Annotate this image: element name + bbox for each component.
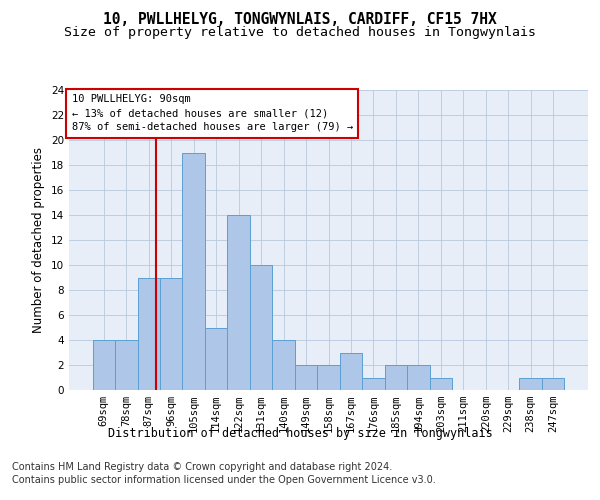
Text: Distribution of detached houses by size in Tongwynlais: Distribution of detached houses by size … — [107, 428, 493, 440]
Text: Contains HM Land Registry data © Crown copyright and database right 2024.: Contains HM Land Registry data © Crown c… — [12, 462, 392, 472]
Text: Size of property relative to detached houses in Tongwynlais: Size of property relative to detached ho… — [64, 26, 536, 39]
Bar — [205, 328, 227, 390]
Bar — [317, 365, 340, 390]
Bar — [272, 340, 295, 390]
Bar — [385, 365, 407, 390]
Y-axis label: Number of detached properties: Number of detached properties — [32, 147, 46, 333]
Bar — [182, 152, 205, 390]
Bar — [340, 352, 362, 390]
Bar — [407, 365, 430, 390]
Bar — [295, 365, 317, 390]
Bar — [430, 378, 452, 390]
Bar — [115, 340, 137, 390]
Bar — [227, 215, 250, 390]
Bar — [362, 378, 385, 390]
Text: 10 PWLLHELYG: 90sqm
← 13% of detached houses are smaller (12)
87% of semi-detach: 10 PWLLHELYG: 90sqm ← 13% of detached ho… — [71, 94, 353, 132]
Bar — [250, 265, 272, 390]
Text: 10, PWLLHELYG, TONGWYNLAIS, CARDIFF, CF15 7HX: 10, PWLLHELYG, TONGWYNLAIS, CARDIFF, CF1… — [103, 12, 497, 28]
Text: Contains public sector information licensed under the Open Government Licence v3: Contains public sector information licen… — [12, 475, 436, 485]
Bar — [160, 278, 182, 390]
Bar — [520, 378, 542, 390]
Bar — [92, 340, 115, 390]
Bar — [542, 378, 565, 390]
Bar — [137, 278, 160, 390]
